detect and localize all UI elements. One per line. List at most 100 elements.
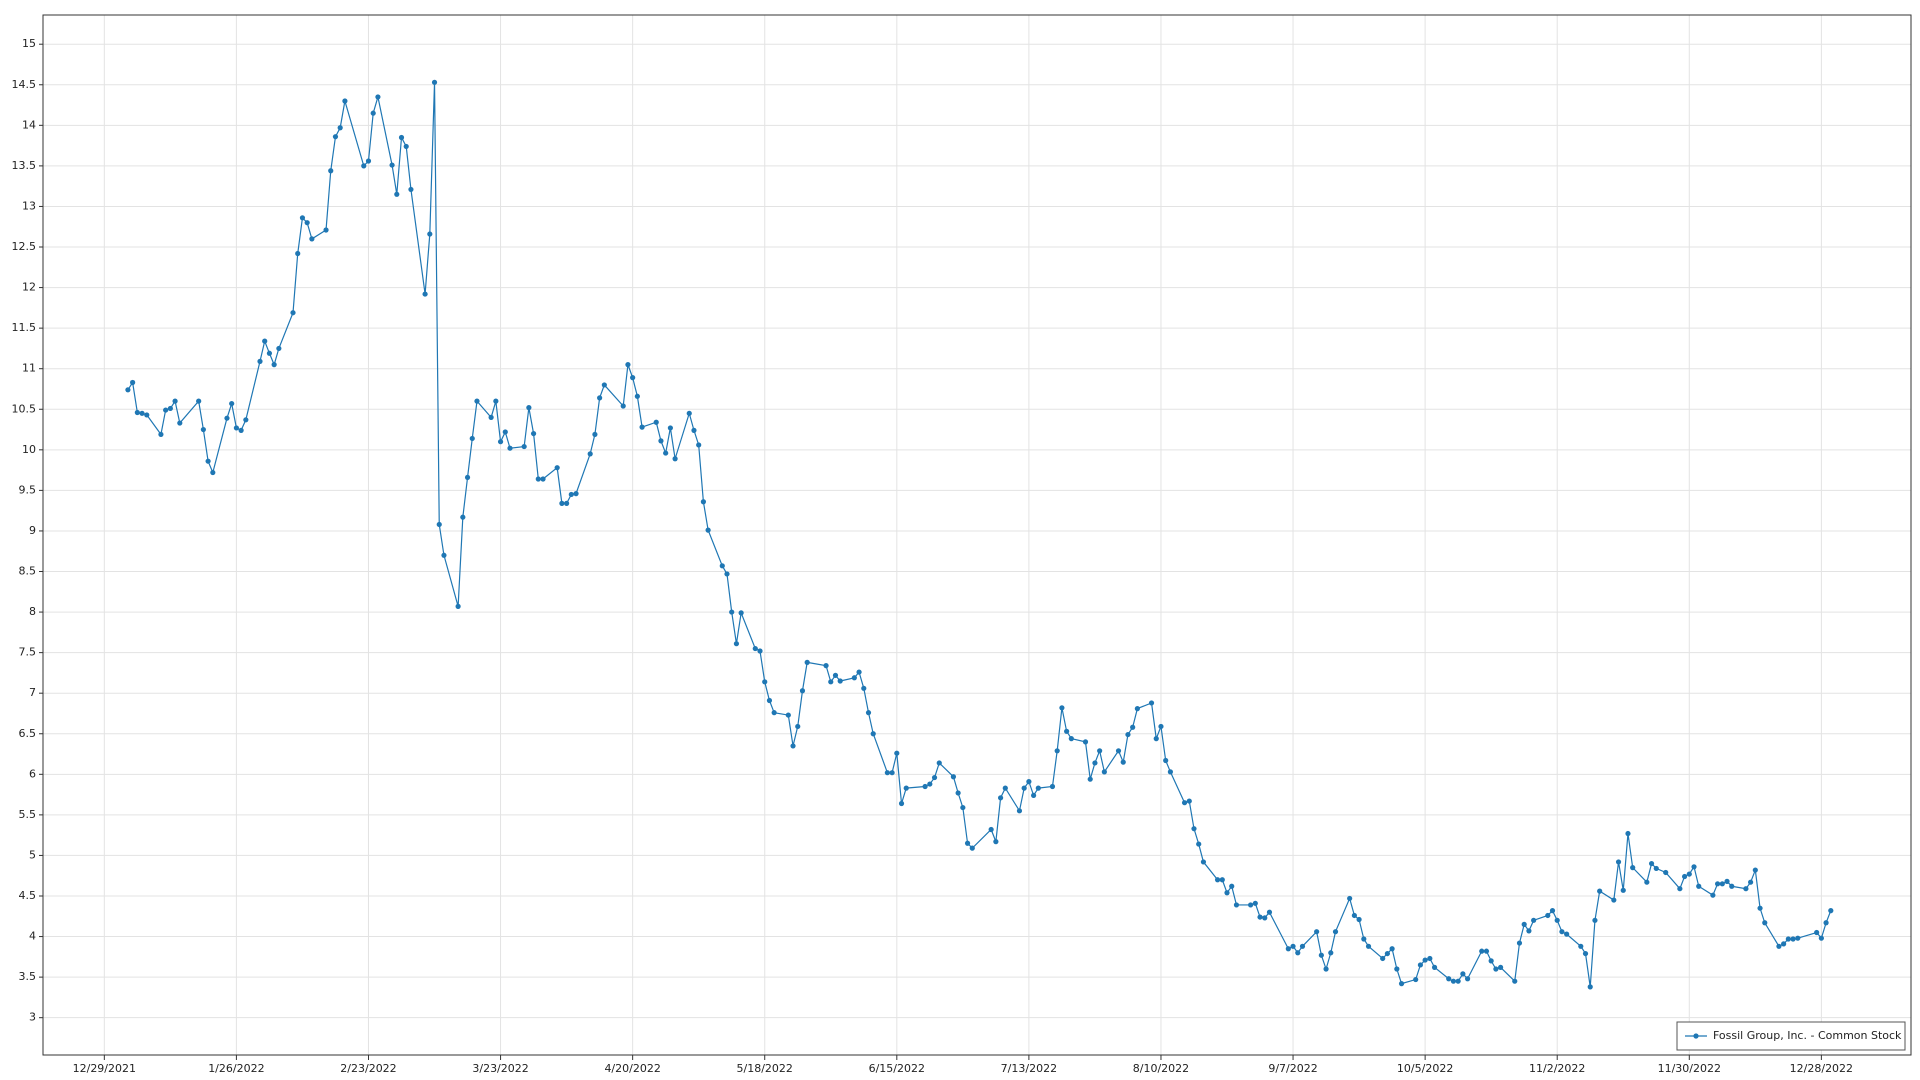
point — [295, 250, 301, 257]
point — [1597, 888, 1603, 894]
point — [1328, 950, 1334, 956]
point — [1290, 943, 1296, 949]
point — [1082, 739, 1089, 745]
point — [832, 672, 839, 678]
legend: Fossil Group, Inc. - Common Stock — [1676, 1021, 1906, 1051]
point — [1214, 877, 1221, 883]
y-tick-label: 5 — [29, 848, 36, 861]
point — [729, 609, 735, 615]
point — [1130, 724, 1136, 730]
point — [1828, 908, 1834, 914]
point — [1394, 966, 1400, 972]
point — [125, 387, 131, 393]
point — [1450, 978, 1457, 984]
point — [823, 663, 829, 669]
point — [686, 410, 692, 416]
point — [1417, 962, 1424, 968]
point — [134, 409, 140, 416]
point — [724, 571, 730, 577]
point — [497, 439, 504, 445]
point — [342, 98, 348, 104]
point — [795, 723, 801, 730]
point — [630, 375, 636, 381]
point — [488, 414, 494, 420]
point — [1186, 798, 1192, 804]
point — [1219, 877, 1225, 883]
point — [1347, 895, 1353, 902]
point — [389, 162, 395, 168]
y-tick-label: 14 — [22, 118, 36, 131]
point — [790, 743, 796, 749]
point — [1266, 909, 1273, 915]
point — [1545, 912, 1551, 919]
point — [1299, 943, 1306, 949]
y-tick-label: 15 — [22, 37, 36, 50]
x-tick-label: 11/30/2022 — [1658, 1062, 1721, 1075]
point — [177, 420, 183, 426]
point — [526, 405, 532, 411]
x-tick-label: 5/18/2022 — [737, 1062, 793, 1075]
y-tick-label: 6.5 — [19, 727, 37, 740]
point — [1615, 859, 1622, 865]
point — [158, 431, 164, 438]
point — [1578, 943, 1584, 949]
point — [757, 648, 763, 654]
point — [398, 134, 405, 141]
point — [163, 407, 169, 413]
point — [422, 291, 428, 297]
point — [540, 476, 546, 482]
point — [1200, 859, 1207, 865]
y-tick-label: 7 — [29, 686, 36, 699]
point — [889, 770, 895, 776]
point — [403, 143, 409, 150]
point — [960, 804, 966, 811]
point — [1323, 966, 1329, 972]
point — [1748, 879, 1754, 885]
x-tick-label: 7/13/2022 — [1001, 1062, 1057, 1075]
point — [1663, 869, 1669, 876]
y-tick-label: 6 — [29, 767, 36, 780]
point — [521, 443, 527, 450]
point — [1762, 920, 1768, 926]
point — [625, 362, 631, 368]
point — [1564, 931, 1570, 937]
point — [1587, 984, 1593, 990]
point — [870, 731, 876, 737]
point — [1795, 935, 1801, 941]
point — [1686, 871, 1692, 877]
plot-frame — [42, 14, 1912, 1056]
point — [837, 678, 843, 684]
point — [903, 785, 909, 791]
point — [672, 456, 678, 462]
point — [1630, 865, 1636, 871]
y-tick-label: 3 — [29, 1011, 36, 1024]
point — [1026, 779, 1032, 785]
point — [1229, 883, 1235, 889]
y-tick-label: 13.5 — [12, 159, 37, 172]
point — [1549, 908, 1556, 914]
point — [1181, 800, 1188, 806]
point — [587, 451, 593, 457]
y-tick-label: 4.5 — [19, 889, 37, 902]
point — [799, 688, 806, 694]
point — [1163, 757, 1169, 764]
point — [1262, 915, 1268, 921]
point — [705, 527, 711, 533]
point — [205, 458, 211, 464]
point — [1757, 905, 1763, 911]
y-tick-label: 5.5 — [19, 808, 37, 821]
point — [1431, 964, 1438, 970]
point — [455, 603, 461, 609]
point — [210, 469, 216, 476]
point — [1380, 955, 1386, 962]
point — [738, 610, 744, 616]
point — [309, 236, 315, 242]
point — [1582, 950, 1589, 957]
point — [762, 679, 768, 685]
point — [1384, 950, 1390, 957]
x-tick-label: 8/10/2022 — [1133, 1062, 1189, 1075]
point — [1648, 860, 1655, 867]
point — [1710, 892, 1716, 898]
